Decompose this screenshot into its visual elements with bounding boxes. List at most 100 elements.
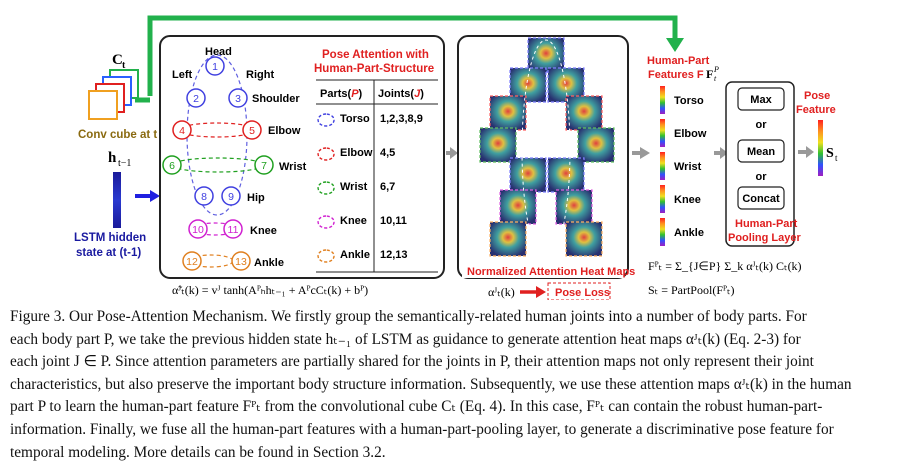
table-row: Elbow 4,5: [317, 147, 395, 161]
lstm-bar-icon: [113, 172, 121, 228]
joint-11: 11: [223, 219, 243, 239]
joint-12: 12: [182, 251, 202, 271]
heatmap-tile: [565, 95, 603, 131]
feature-wrist: Wrist: [660, 152, 702, 180]
skeleton-right-label: Right: [246, 69, 274, 81]
svg-text:3: 3: [235, 93, 241, 105]
pose-loss-arrowhead: [536, 286, 546, 298]
shoulder-label: Shoulder: [252, 93, 300, 105]
formula-left: α̃ᴶₜ(k) = vᴶ tanh(Aᴾₕhₜ₋₁ + AᴾcCₜ(k) + b…: [172, 283, 368, 297]
h-symbol: h: [108, 150, 117, 166]
svg-text:2: 2: [193, 93, 199, 105]
caption-line: part P to learn the human-part feature F…: [10, 398, 823, 416]
heatmap-label-box: [462, 264, 624, 278]
joint-4: 4: [172, 120, 192, 140]
feature-bar-icon: [660, 119, 665, 147]
pose-loss-label: Pose Loss: [555, 287, 610, 299]
heatmap-stack: [479, 37, 615, 261]
caption-line: each body part P, we take the previous h…: [10, 330, 801, 348]
pool-label-2: Pooling Layer: [728, 232, 801, 244]
svg-text:Concat: Concat: [742, 193, 780, 205]
pool-or: or: [756, 171, 768, 183]
joint-5: 5: [242, 120, 262, 140]
col-parts-header: Parts(P): [320, 88, 363, 100]
features-title-sup: P: [713, 65, 719, 74]
output-symbol: S: [826, 146, 834, 161]
joint-1: 1: [205, 56, 225, 76]
output-bar-icon: [818, 120, 823, 176]
svg-text:5: 5: [249, 125, 255, 137]
feature-label: Wrist: [674, 161, 702, 173]
conv-symbol: C: [112, 52, 123, 68]
table-row: Torso 1,2,3,8,9: [317, 113, 423, 127]
heatmap-tile: [499, 189, 537, 225]
alpha-label: αᴶₜ(k): [488, 285, 515, 299]
arrowhead-gray-3: [720, 147, 728, 159]
joint-9: 9: [221, 186, 241, 206]
conv-cube-icon: [88, 69, 139, 120]
pool-or: or: [756, 119, 768, 131]
part-joints: 4,5: [380, 147, 395, 159]
arrowhead-gray-4: [806, 146, 814, 158]
heatmap-tile: [489, 221, 527, 257]
part-name: Knee: [340, 215, 367, 227]
part-name: Ankle: [340, 249, 370, 261]
hip-label: Hip: [247, 192, 265, 204]
arrowhead-gray-1: [450, 147, 458, 159]
joint-6: 6: [162, 155, 182, 175]
table-title-2: Human-Part-Structure: [314, 63, 434, 75]
wrist-label: Wrist: [279, 161, 307, 173]
part-ellipse-icon: [317, 181, 335, 195]
heatmap-tile: [527, 37, 565, 73]
heatmap-ellipse: [521, 39, 571, 261]
svg-text:8: 8: [201, 191, 207, 203]
skeleton-head-label: Head: [205, 46, 232, 58]
part-joints: 12,13: [380, 249, 408, 261]
part-ellipse-icon: [317, 215, 335, 229]
caption-line: each joint J ∈ P. Since attention parame…: [10, 353, 814, 371]
table-title-1: Pose Attention with: [322, 49, 429, 61]
feature-bar-icon: [660, 152, 665, 180]
lstm-label-2: state at (t-1): [76, 247, 141, 259]
heatmap-tile: [479, 127, 517, 163]
heatmap-tile: [509, 157, 547, 193]
joint-7: 7: [254, 155, 274, 175]
table-row: Ankle 12,13: [317, 249, 408, 263]
lstm-label-1: LSTM hidden: [74, 232, 146, 244]
h-sub: t−1: [118, 158, 131, 169]
joint-2: 2: [186, 88, 206, 108]
features-title-2: Features F: [648, 69, 704, 81]
pool-op-mean: Mean: [737, 139, 785, 163]
heatmap-tile: [547, 157, 585, 193]
heatmap-tile: [565, 221, 603, 257]
features-title-sym: F: [706, 67, 713, 81]
part-name: Wrist: [340, 181, 368, 193]
feature-knee: Knee: [660, 185, 701, 213]
feature-bar-icon: [660, 185, 665, 213]
svg-text:Max: Max: [750, 94, 772, 106]
pose-loss-box: [547, 282, 611, 300]
joint-8: 8: [194, 186, 214, 206]
table-row: Wrist 6,7: [317, 181, 395, 195]
joint-10: 10: [188, 219, 208, 239]
formula-f: Fᴾₜ = Σ_{J∈P} Σ_k αᴶₜ(k) Cₜ(k): [648, 259, 802, 273]
figure-caption: Figure 3. Our Pose-Attention Mechanism. …: [10, 306, 912, 464]
heatmap-label: Normalized Attention Heat Maps: [467, 266, 635, 278]
feature-torso: Torso: [660, 86, 704, 114]
feature-bar-icon: [660, 218, 665, 246]
heatmap-tile: [555, 189, 593, 225]
feedback-arrow: [147, 15, 678, 96]
conv-label: Conv cube at t: [78, 129, 157, 141]
caption-line: temporal modeling. More details can be f…: [10, 443, 386, 461]
features-title-sub: t: [714, 74, 717, 83]
part-ellipse-icon: [317, 249, 335, 263]
heatmap-tile: [489, 95, 527, 131]
svg-text:11: 11: [228, 224, 239, 236]
feature-ankle: Ankle: [660, 218, 704, 246]
joint-13: 13: [231, 251, 251, 271]
feature-label: Ankle: [674, 227, 704, 239]
output-sub: t: [835, 153, 838, 163]
conv-sub: t: [122, 60, 126, 71]
part-joints: 1,2,3,8,9: [380, 113, 423, 125]
part-joints: 10,11: [380, 215, 407, 227]
